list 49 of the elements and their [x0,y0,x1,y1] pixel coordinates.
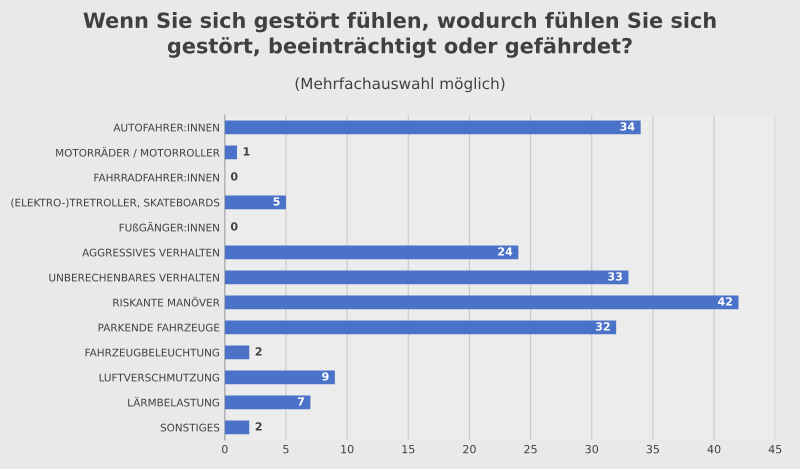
data-label: 5 [274,197,280,206]
y-tick-label: PARKENDE FAHRZEUGE [98,324,220,332]
bar [224,420,250,434]
chart-subtitle: (Mehrfachauswahl möglich) [296,77,504,92]
bar [224,396,310,410]
y-tick-label: FUßGÄNGER:INNEN [120,222,219,232]
data-label: 2 [256,422,262,430]
bar [224,370,335,384]
bar [224,296,739,310]
data-label: 42 [718,297,732,306]
bar [224,346,250,360]
chart-title: Wenn Sie sich gestört fühlen, wodurch fühlen Sie sich gestört, beeinträchtigt oder gefährdet? [83,12,716,58]
x-tick-label: 30 [586,444,598,454]
bar [224,196,286,210]
y-tick-label: MOTORRÄDER / MOTORROLLER [56,147,220,158]
y-tick-label: RISKANTE MANÖVER [113,296,220,307]
x-tick-label: 15 [402,445,414,454]
bar [224,146,238,160]
bar [224,246,518,260]
x-tick-label: 25 [524,444,537,454]
y-tick-label: AGGRESSIVES VERHALTEN [82,248,219,257]
data-label: 32 [596,322,610,331]
data-label: 33 [608,272,622,281]
y-tick-label: SONSTIGES [160,424,220,432]
y-tick-label: (ELEKTRO-)TRETROLLER, SKATEBOARDS [11,198,220,208]
bar [224,120,641,134]
y-tick-label: AUTOFAHRER:INNEN [113,124,219,132]
data-label: 2 [256,347,262,356]
x-tick-label: 40 [708,444,720,454]
data-label: 1 [244,147,250,156]
y-tick-label: UNBERECHENBARES VERHALTEN [49,274,219,282]
bar [224,320,616,334]
data-label: 34 [620,122,635,131]
y-tick-label: FAHRZEUGBELEUCHTUNG [86,348,220,357]
x-tick-label: 35 [646,444,659,454]
x-tick-label: 0 [222,444,228,454]
y-tick-label: FAHRRADFAHRER:INNEN [94,174,219,182]
bar [224,270,628,284]
x-tick-label: 10 [341,444,354,454]
data-label: 0 [230,222,238,231]
y-tick-label: LÄRMBELASTUNG [128,396,220,407]
x-tick-label: 5 [283,445,289,454]
data-label: 24 [498,247,512,256]
y-tick-label: LUFTVERSCHMUTZUNG [100,374,220,382]
x-tick-label: 45 [768,445,782,454]
data-label: 7 [298,397,304,406]
x-tick-label: 20 [463,444,476,454]
data-label: 0 [230,172,238,181]
data-label: 9 [322,372,329,381]
